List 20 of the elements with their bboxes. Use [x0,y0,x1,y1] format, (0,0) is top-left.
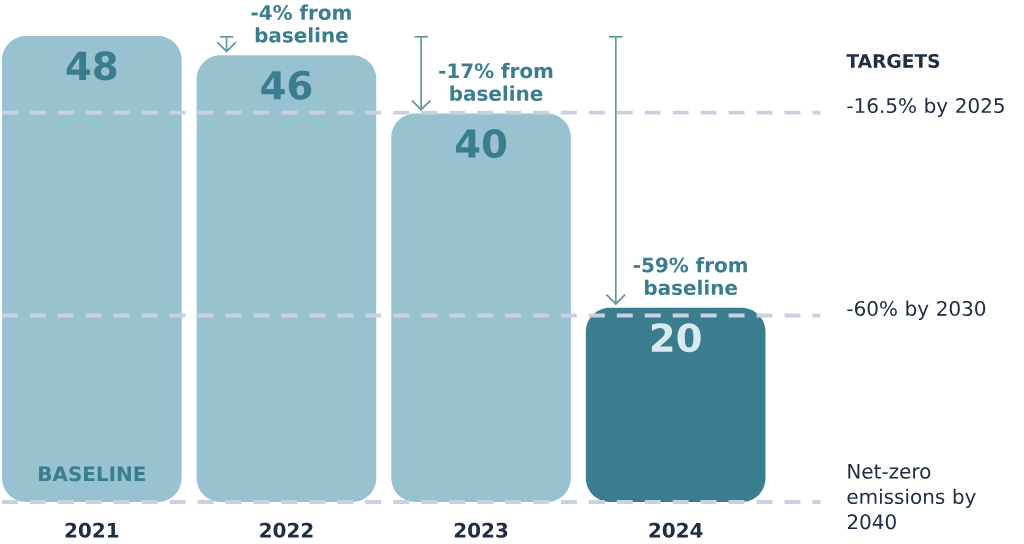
x-tick-label: 2023 [454,522,508,538]
bar [391,113,571,503]
annotation: -4% from baseline [251,4,351,43]
x-tick-label: 2024 [649,522,703,538]
bar [196,55,377,503]
bar [585,307,766,503]
text: TARGETS [846,53,940,69]
ref-line-label: -16.5% by 2025 [847,97,1004,117]
annotation: BASELINE [39,466,145,482]
data-label: 40 [455,128,507,159]
ref-line-label: -60% by 2030 [847,300,986,320]
ref-line-label: Net-zero emissions by 2040 [847,464,976,530]
data-label: 20 [651,323,701,353]
data-label: 48 [66,51,117,81]
data-label: 46 [261,70,312,100]
annotation: -59% from baseline [633,257,747,296]
annotation: -17% from baseline [439,62,553,101]
x-tick-label: 2022 [260,522,313,538]
x-tick-label: 2021 [65,522,119,538]
bar [2,35,182,503]
